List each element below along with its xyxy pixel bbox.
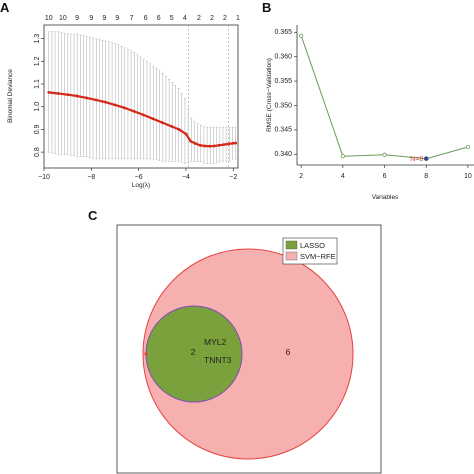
panel-a-ytick-label: 1.2	[34, 56, 41, 66]
panel-a-top-label: 6	[157, 15, 161, 22]
panel-a-top-label: 2	[223, 15, 227, 22]
panel-a-ytick-label: 1.0	[34, 102, 41, 112]
panel-a-top-label: 10	[45, 15, 53, 22]
panel-a-mean-point	[189, 139, 193, 143]
panel-a-ylabel: Binomial Deviance	[7, 69, 14, 123]
panel-a-xtick-label: −2	[229, 174, 237, 181]
venn-legend: LASSO SVM−RFE	[282, 237, 338, 265]
panel-a-mean-point	[203, 144, 207, 148]
venn-diagram: 2 MYL2 TNNT3 6 LASSO SVM−RFE	[116, 224, 382, 474]
panel-a-mean-point	[151, 117, 155, 121]
intersection-count: 2	[191, 347, 196, 357]
svm-only-count: 6	[286, 347, 291, 357]
panel-a-label: A	[0, 0, 10, 15]
panel-a-mean-point	[177, 128, 181, 131]
panel-a-top-label: 6	[144, 15, 148, 22]
panel-a-mean-point	[123, 106, 126, 110]
panel-a-top-label: 7	[130, 15, 134, 22]
panel-b-ylabel: RMSE (Cross−Validation)	[266, 58, 273, 132]
panel-a-mean-point	[222, 143, 226, 147]
panel-a-top-label: 10	[59, 15, 67, 22]
svm-rfe-set	[142, 248, 354, 460]
panel-c-label: C	[88, 208, 98, 223]
panel-a-ytick-label: 1.1	[34, 79, 41, 89]
panel-a-top-label: 9	[89, 15, 93, 22]
panel-a-top-label: 9	[75, 15, 79, 22]
panel-b-xtick-label: 8	[424, 173, 428, 180]
panel-a-mean-point	[104, 100, 107, 104]
panel-b-ytick-label: 0.360	[274, 54, 292, 61]
panel-a-ytick-label: 0.9	[34, 124, 41, 134]
panel-a-xtick-label: −8	[87, 174, 95, 181]
panel-a-mean-point	[141, 113, 145, 117]
panel-a-mean-point	[234, 141, 238, 145]
panel-a-ytick-label: 1.3	[34, 34, 41, 44]
panel-a-ytick-label: 0.8	[34, 147, 41, 157]
panel-b-xtick-label: 4	[341, 173, 345, 180]
panel-b-xtick-label: 2	[299, 173, 303, 180]
panel-b-rmse-line	[300, 35, 469, 160]
panel-a-mean-point	[217, 143, 221, 147]
panel-b-ytick-label: 0.340	[274, 151, 292, 158]
panel-b-point	[382, 152, 387, 157]
panel-a-mean-point	[56, 92, 60, 95]
panel-a-top-label: 5	[170, 15, 174, 22]
legend-svm-label: SVM−RFE	[300, 252, 336, 261]
panel-a-mean-point	[212, 144, 216, 148]
panel-b-point	[299, 33, 304, 38]
shared-gene-1: MYL2	[204, 337, 226, 347]
panel-a-mean-point	[66, 93, 70, 97]
legend-lasso-swatch	[285, 240, 298, 250]
panel-a-xlabel: Log(λ)	[132, 182, 150, 189]
panel-a-xtick-label: −4	[182, 174, 190, 181]
panel-a-top-label: 9	[102, 15, 106, 22]
panel-a-xtick-label: −10	[38, 174, 50, 181]
panel-a-top-label: 4	[183, 15, 187, 22]
panel-b-ytick-label: 0.355	[274, 78, 292, 85]
panel-b-xtick-label: 6	[383, 173, 387, 180]
panel-a-top-label: 2	[197, 15, 201, 22]
panel-a-mean-point	[208, 144, 212, 148]
panel-a-mean-point	[198, 143, 202, 147]
panel-a-mean-point	[47, 91, 51, 94]
lasso-edge-marker	[144, 352, 148, 356]
panel-b-annotation: N=8	[410, 156, 423, 163]
panel-a-mean-point	[231, 141, 235, 145]
panel-a-mean-point	[75, 94, 79, 98]
panel-b-point	[340, 154, 345, 159]
panel-b-ytick-label: 0.365	[274, 29, 292, 36]
shared-gene-2: TNNT3	[204, 355, 232, 365]
panel-a-frame	[43, 24, 239, 169]
panel-a-mean-point	[160, 121, 164, 125]
panel-a-mean-point	[113, 103, 117, 107]
panel-a-mean-point	[85, 96, 88, 100]
panel-b-xlabel: Variables	[372, 194, 399, 201]
panel-b-ytick-label: 0.345	[274, 127, 292, 134]
panel-b-ytick-label: 0.350	[274, 102, 292, 109]
panel-a-mean-point	[227, 142, 230, 146]
legend-svm-swatch	[285, 251, 298, 261]
panel-a-mean-point	[184, 132, 188, 136]
panel-a-mean-point	[132, 109, 136, 113]
panel-a-mean-point	[194, 142, 197, 145]
panel-b-xtick-label: 10	[464, 173, 472, 180]
svm-rfe-cv-plot: Variables RMSE (Cross−Validation) 2 4 6 8 10…	[266, 25, 474, 201]
lasso-cv-plot: Log(λ) Binomial Deviance −10 −8 −6 −4 −2 0.8 0…	[7, 15, 240, 189]
panel-a-top-label: 9	[115, 15, 119, 22]
panel-a-top-label: 1	[236, 15, 240, 22]
panel-a-mean-point	[94, 98, 98, 102]
legend-lasso-label: LASSO	[300, 241, 325, 250]
panel-a-xtick-label: −6	[135, 174, 143, 181]
panel-a-top-label: 2	[210, 15, 214, 22]
panel-b-point	[465, 144, 471, 150]
panel-a-mean-line	[48, 91, 236, 148]
panel-b-best-point	[423, 156, 429, 161]
panel-a-mean-point	[170, 125, 174, 128]
panel-b-label: B	[262, 0, 271, 15]
